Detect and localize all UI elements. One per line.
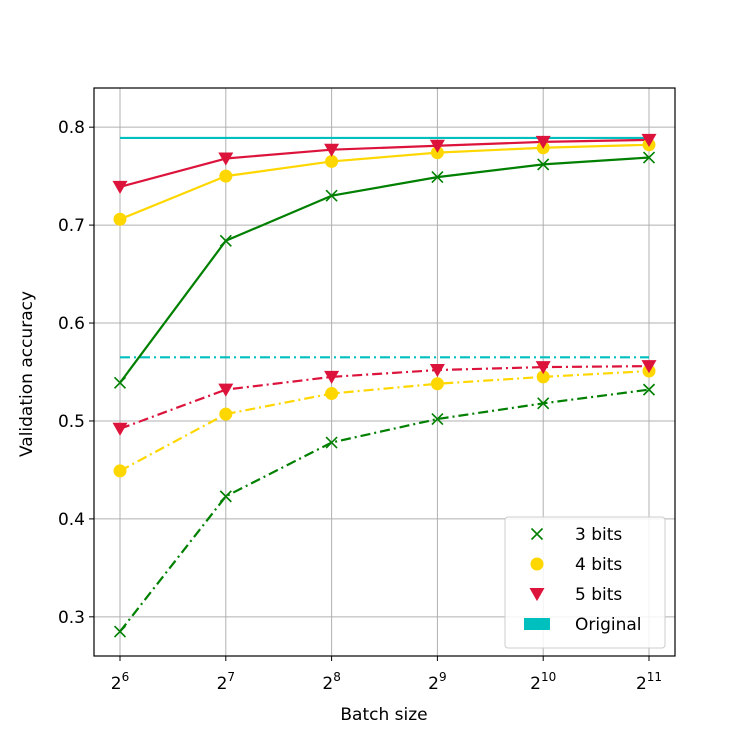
series-line-3-bits-solid [120,158,649,383]
data-point-5-bits-dashdot [113,423,128,436]
data-point-4-bits-solid [114,213,127,226]
data-point-5-bits-dashdot [218,384,233,397]
legend-marker [524,618,550,630]
legend-label: 5 bits [575,585,622,605]
legend: 3 bits 4 bits 5 bits Original [505,517,665,648]
data-point-4-bits-solid [325,155,338,168]
data-point-4-bits-dashdot [114,464,127,477]
legend-label: 4 bits [575,555,622,575]
data-point-4-bits-solid [219,170,232,183]
y-axis-ticks: 0.3 0.4 0.5 0.6 0.7 0.8 [58,118,94,628]
x-tick-label: 26 [111,670,129,694]
x-tick-label: 29 [428,670,446,694]
x-axis-ticks: 26 27 28 29 210 211 [111,656,662,694]
data-point-4-bits-dashdot [325,387,338,400]
y-tick-label: 0.5 [58,412,85,432]
legend-label: 3 bits [575,525,622,545]
series-line-4-bits-solid [120,145,649,219]
y-tick-label: 0.6 [58,314,85,334]
legend-marker [531,558,544,571]
data-point-4-bits-dashdot [431,377,444,390]
x-axis-label: Batch size [340,705,427,725]
x-tick-label: 28 [322,670,340,694]
y-axis-label: Validation accuracy [17,291,37,457]
data-point-4-bits-dashdot [219,408,232,421]
y-tick-label: 0.7 [58,216,85,236]
y-tick-label: 0.3 [58,608,85,628]
legend-label: Original [575,615,642,635]
y-tick-label: 0.4 [58,510,85,530]
reference-lines [120,138,649,357]
data-point-5-bits-solid [113,181,128,194]
x-tick-label: 27 [217,670,235,694]
x-tick-label: 211 [636,670,662,694]
y-tick-label: 0.8 [58,118,85,138]
x-tick-label: 210 [530,670,556,694]
